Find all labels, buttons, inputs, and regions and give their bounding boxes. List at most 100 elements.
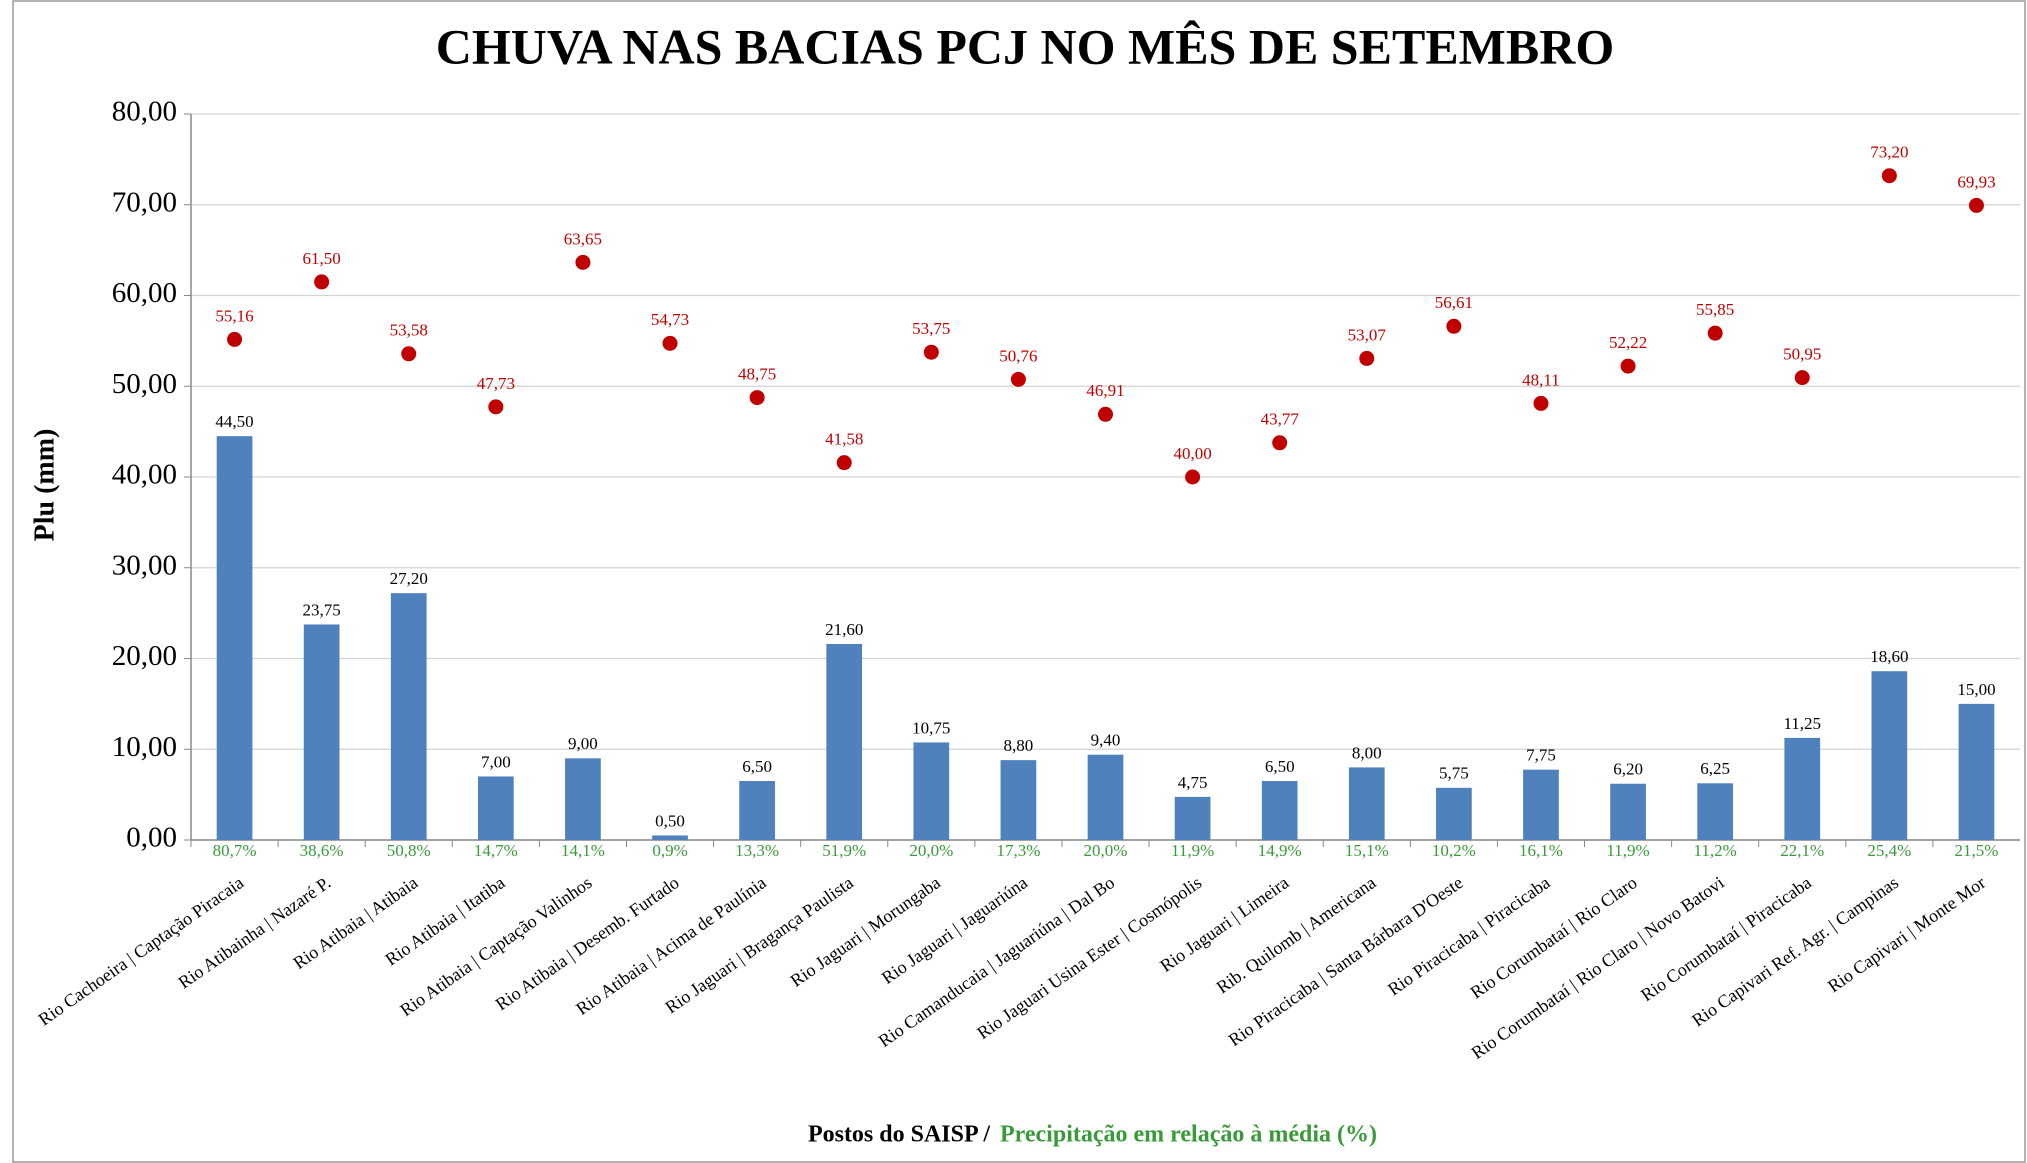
dot — [1881, 168, 1897, 184]
dot — [1446, 318, 1462, 334]
dot-value-label: 73,20 — [1870, 143, 1908, 162]
bar — [826, 643, 863, 840]
dot-value-label: 50,76 — [999, 346, 1037, 365]
dot — [227, 331, 243, 347]
bar-value-label: 7,75 — [1526, 746, 1556, 765]
bar — [1871, 671, 1908, 840]
dot — [923, 344, 939, 360]
y-tick-label: 0,00 — [126, 822, 177, 854]
y-tick-label: 30,00 — [112, 549, 177, 581]
dot — [662, 335, 678, 351]
bar-value-label: 6,50 — [1265, 757, 1295, 776]
percent-label: 11,9% — [1171, 841, 1214, 860]
percent-label: 14,7% — [474, 841, 518, 860]
percent-label: 50,8% — [387, 841, 431, 860]
dot-value-label: 43,77 — [1261, 410, 1300, 429]
bar — [1523, 769, 1559, 840]
x-axis-note: Precipitação em relação à média (%) — [1000, 1122, 1377, 1148]
percent-label: 13,3% — [735, 841, 779, 860]
dot — [1185, 469, 1201, 485]
percent-label: 11,2% — [1694, 841, 1737, 860]
bar — [1436, 787, 1472, 840]
y-tick-label: 80,00 — [112, 96, 177, 128]
percent-label: 10,2% — [1432, 841, 1476, 860]
bar — [303, 624, 340, 840]
y-tick-label: 40,00 — [112, 459, 177, 491]
bar — [913, 742, 950, 840]
y-tick-label: 50,00 — [112, 368, 177, 400]
bar-value-label: 9,00 — [568, 734, 598, 753]
chart-title: CHUVA NAS BACIAS PCJ NO MÊS DE SETEMBRO — [436, 18, 1614, 74]
dot-value-label: 53,75 — [912, 319, 950, 338]
bar-value-label: 6,20 — [1613, 760, 1643, 779]
dot-value-label: 48,11 — [1522, 370, 1560, 389]
dot — [401, 346, 417, 362]
dot — [1010, 371, 1026, 387]
dot — [749, 390, 765, 406]
percent-label: 22,1% — [1780, 841, 1824, 860]
bar — [652, 835, 688, 840]
dot-value-label: 54,73 — [651, 310, 689, 329]
percent-label: 25,4% — [1867, 841, 1911, 860]
bar — [1958, 703, 1995, 840]
bar — [1000, 760, 1037, 840]
bar-value-label: 6,25 — [1700, 759, 1730, 778]
dot-value-label: 46,91 — [1086, 381, 1124, 400]
y-axis-title: Plu (mm) — [29, 429, 60, 542]
bar — [216, 436, 253, 840]
dot-value-label: 41,58 — [825, 430, 863, 449]
percent-label: 80,7% — [213, 841, 257, 860]
dot-value-label: 61,50 — [303, 249, 341, 268]
percent-label: 20,0% — [909, 841, 953, 860]
bar-value-label: 44,50 — [215, 412, 253, 431]
frame — [12, 0, 2026, 1163]
bar-value-label: 27,20 — [390, 569, 428, 588]
dot — [575, 254, 591, 270]
dot — [1272, 435, 1288, 451]
bar-value-label: 9,40 — [1091, 731, 1121, 750]
dot — [1794, 370, 1810, 386]
bar — [565, 758, 601, 840]
dot — [1707, 325, 1723, 341]
percent-label: 17,3% — [996, 841, 1040, 860]
percent-label: 0,9% — [652, 841, 687, 860]
dot — [1620, 358, 1636, 374]
dot-value-label: 69,93 — [1957, 172, 1995, 191]
percent-label: 51,9% — [822, 841, 866, 860]
percent-label: 21,5% — [1954, 841, 1998, 860]
y-tick-label: 70,00 — [112, 186, 177, 218]
dot-value-label: 48,75 — [738, 365, 776, 384]
bar — [1697, 783, 1734, 840]
bar-value-label: 23,75 — [303, 600, 341, 619]
bar-value-label: 8,80 — [1004, 736, 1034, 755]
bar-value-label: 11,25 — [1783, 714, 1821, 733]
x-axis-title: Postos do SAISP / — [808, 1122, 990, 1148]
dot-value-label: 53,58 — [390, 321, 428, 340]
bar — [390, 593, 427, 840]
percent-label: 11,9% — [1606, 841, 1649, 860]
dot — [488, 399, 504, 415]
bar-value-label: 7,00 — [481, 752, 511, 771]
dot-value-label: 50,95 — [1783, 345, 1821, 364]
dot-value-label: 53,07 — [1348, 325, 1387, 344]
dot-value-label: 56,61 — [1435, 293, 1473, 312]
bar — [1261, 781, 1298, 840]
y-tick-label: 10,00 — [112, 731, 177, 763]
percent-label: 38,6% — [300, 841, 344, 860]
dot — [1359, 350, 1375, 366]
dot — [1533, 395, 1549, 411]
percent-label: 14,9% — [1258, 841, 1302, 860]
bar — [1610, 783, 1646, 840]
y-tick-label: 60,00 — [112, 277, 177, 309]
bar — [1348, 767, 1385, 840]
bar-value-label: 4,75 — [1178, 773, 1208, 792]
bar-value-label: 6,50 — [742, 757, 772, 776]
bar — [1087, 754, 1124, 840]
dot-value-label: 47,73 — [477, 374, 515, 393]
bar-value-label: 8,00 — [1352, 743, 1382, 762]
bar — [1174, 796, 1211, 840]
dot-value-label: 52,22 — [1609, 333, 1647, 352]
bar-value-label: 15,00 — [1957, 680, 1995, 699]
